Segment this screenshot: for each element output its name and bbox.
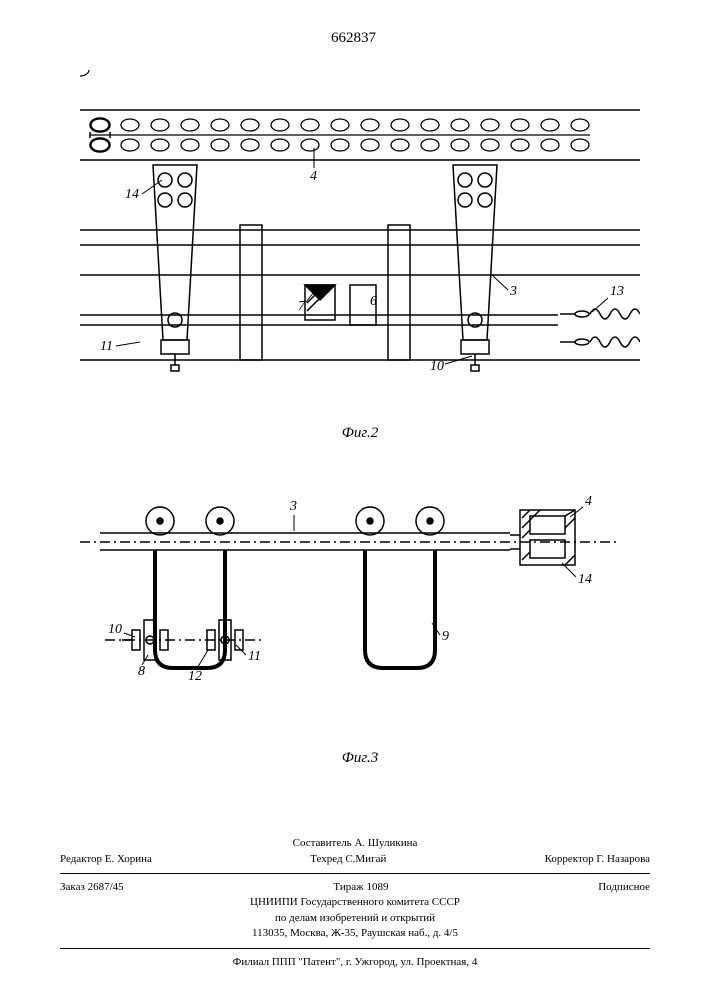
order-value: 2687/45 (88, 881, 124, 893)
techred-label: Техред (310, 853, 342, 865)
svg-text:12: 12 (188, 669, 202, 684)
org-line2: по делам изобретений и открытий (60, 911, 650, 926)
svg-text:13: 13 (610, 284, 624, 299)
editor-name: Е. Хорина (105, 853, 152, 865)
techred-name: С.Мигай (345, 853, 386, 865)
fig3-caption: Фиг.3 (80, 750, 640, 767)
svg-text:3: 3 (509, 284, 517, 299)
svg-text:4: 4 (310, 169, 317, 184)
svg-text:11: 11 (248, 649, 261, 664)
svg-text:3: 3 (289, 499, 297, 514)
figure-2: 14 4 7 6 3 13 11 10 (80, 70, 640, 420)
svg-text:10: 10 (430, 359, 444, 374)
fig2-caption: Фиг.2 (80, 425, 640, 442)
svg-text:8: 8 (138, 664, 145, 679)
footer: Составитель А. Шуликина Редактор Е. Хори… (60, 836, 650, 970)
org-line1: ЦНИИПИ Государственного комитета СССР (60, 895, 650, 910)
svg-text:11: 11 (100, 339, 113, 354)
patent-number: 662837 (0, 30, 707, 47)
svg-text:9: 9 (442, 629, 449, 644)
compiler-label: Составитель (293, 837, 352, 849)
svg-text:6: 6 (370, 294, 377, 309)
order-label: Заказ (60, 881, 85, 893)
svg-text:7: 7 (298, 299, 306, 314)
figure-3: 3 4 14 10 8 12 11 9 (80, 465, 640, 745)
editor-label: Редактор (60, 853, 102, 865)
svg-text:14: 14 (125, 187, 139, 202)
svg-text:14: 14 (578, 572, 592, 587)
svg-text:4: 4 (585, 494, 592, 509)
corrector-label: Корректор (545, 853, 594, 865)
circulation-value: 1089 (366, 881, 388, 893)
figures-container: 14 4 7 6 3 13 11 10 Фиг.2 (80, 70, 640, 820)
compiler-name: А. Шуликина (354, 837, 417, 849)
subscription: Подписное (598, 880, 650, 895)
org-address: 113035, Москва, Ж-35, Раушская наб., д. … (60, 926, 650, 941)
svg-text:10: 10 (108, 622, 122, 637)
patent-page: 662837 (0, 0, 707, 1000)
circulation-label: Тираж (333, 881, 363, 893)
branch: Филиал ППП "Патент", г. Ужгород, ул. Про… (60, 955, 650, 970)
corrector-name: Г. Назарова (596, 853, 650, 865)
